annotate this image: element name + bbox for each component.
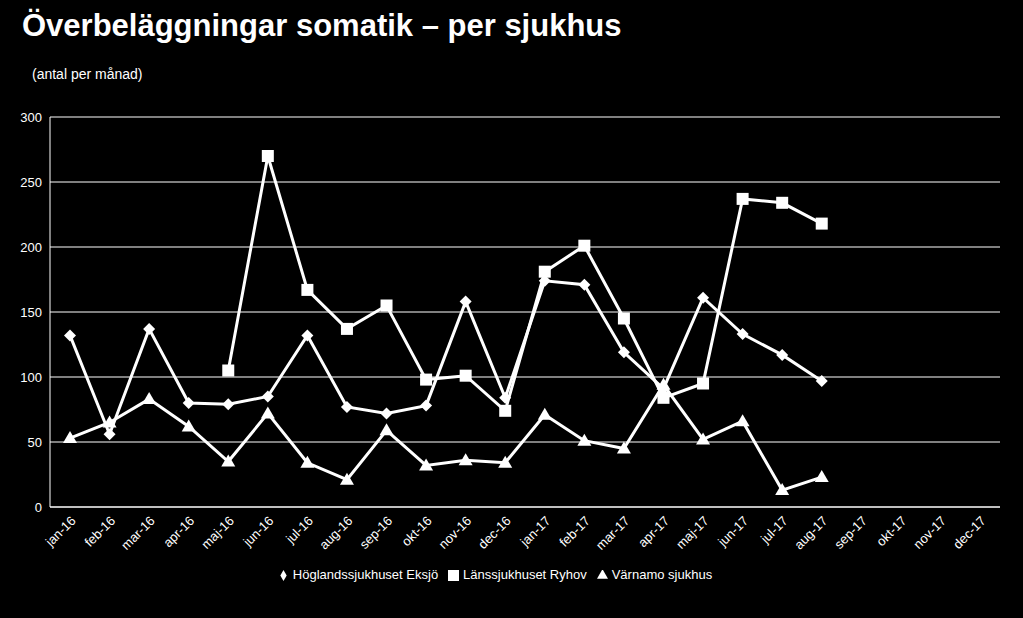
svg-text:aug-17: aug-17 <box>791 513 830 552</box>
svg-text:sep-17: sep-17 <box>831 513 870 552</box>
svg-text:0: 0 <box>35 500 42 515</box>
svg-text:jan-16: jan-16 <box>42 513 79 550</box>
svg-text:maj-16: maj-16 <box>198 513 237 552</box>
svg-text:jul-17: jul-17 <box>757 513 791 547</box>
svg-text:apr-16: apr-16 <box>160 513 197 550</box>
svg-text:okt-17: okt-17 <box>873 513 909 549</box>
svg-text:150: 150 <box>20 305 42 320</box>
svg-text:50: 50 <box>28 435 42 450</box>
svg-text:jun-17: jun-17 <box>714 513 751 550</box>
svg-text:nov-16: nov-16 <box>436 513 475 552</box>
svg-text:200: 200 <box>20 240 42 255</box>
svg-text:sep-16: sep-16 <box>356 513 395 552</box>
svg-text:jun-16: jun-16 <box>240 513 277 550</box>
svg-text:feb-17: feb-17 <box>556 513 593 550</box>
svg-text:feb-16: feb-16 <box>82 513 119 550</box>
svg-text:dec-16: dec-16 <box>475 513 514 552</box>
svg-text:okt-16: okt-16 <box>399 513 435 549</box>
svg-text:apr-17: apr-17 <box>635 513 672 550</box>
svg-text:aug-16: aug-16 <box>316 513 355 552</box>
svg-text:jan-17: jan-17 <box>517 513 554 550</box>
html-text:Värnamo sjukhus: Värnamo sjukhus <box>611 567 713 582</box>
html-text:Överbeläggningar somatik – per: Överbeläggningar somatik – per sjukhus <box>22 8 622 43</box>
svg-text:300: 300 <box>20 110 42 125</box>
svg-text:maj-17: maj-17 <box>673 513 712 552</box>
html-text:Länssjukhuset Ryhov: Länssjukhuset Ryhov <box>463 567 587 582</box>
svg-text:mar-16: mar-16 <box>118 513 158 553</box>
svg-text:jul-16: jul-16 <box>282 513 316 547</box>
html-text:(antal per månad): (antal per månad) <box>32 66 143 82</box>
svg-text:100: 100 <box>20 370 42 385</box>
svg-text:dec-17: dec-17 <box>950 513 989 552</box>
html-text:Höglandssjukhuset Eksjö: Höglandssjukhuset Eksjö <box>292 567 439 582</box>
svg-text:mar-17: mar-17 <box>593 513 633 553</box>
svg-text:nov-17: nov-17 <box>910 513 949 552</box>
svg-text:250: 250 <box>20 175 42 190</box>
